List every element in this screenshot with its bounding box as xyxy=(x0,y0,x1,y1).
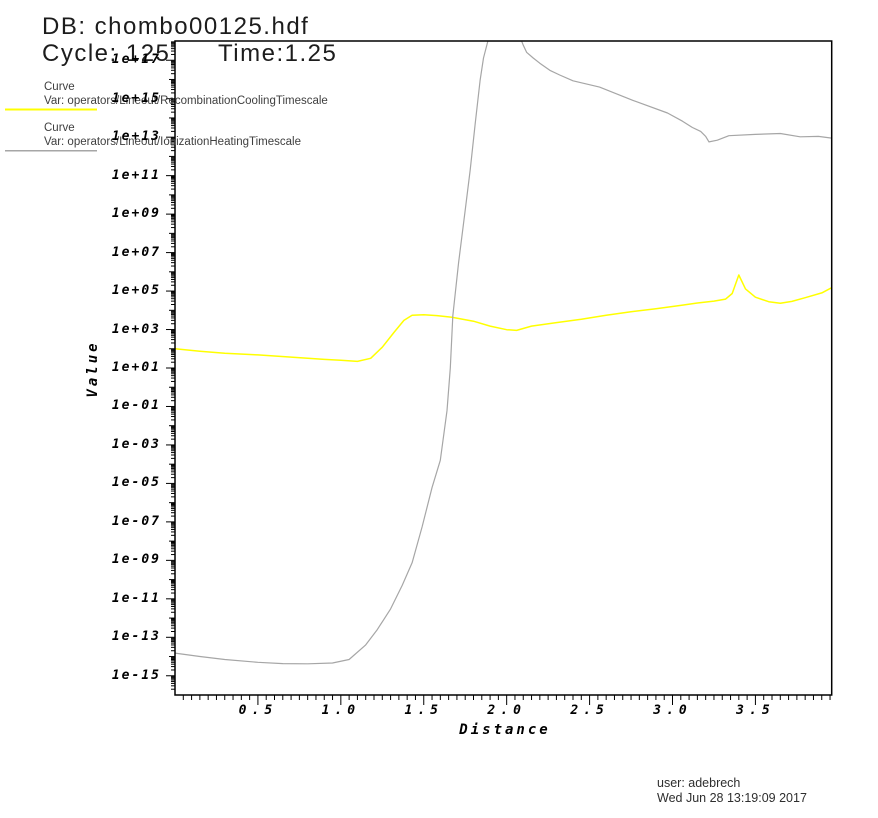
legend-entry-ionization-heating: Curve Var: operators/Lineout/IonizationH… xyxy=(44,122,301,149)
y-tick-label: 1e-07 xyxy=(111,513,161,529)
x-tick-label: 1.0 xyxy=(321,703,361,718)
y-tick-label: 1e+03 xyxy=(111,321,161,337)
y-tick-label: 1e+17 xyxy=(111,52,161,68)
x-tick-label: 2.0 xyxy=(487,703,526,718)
x-axis-title: Distance xyxy=(459,722,551,738)
y-tick-label: 1e-15 xyxy=(111,667,161,683)
y-tick-label: 1e+11 xyxy=(111,167,161,183)
curve-recombination-cooling-timescale xyxy=(175,274,832,363)
y-tick-label: 1e-03 xyxy=(111,436,161,452)
db-title: DB: chombo00125.hdf xyxy=(42,13,310,40)
y-tick-label: 1e-01 xyxy=(111,398,161,414)
y-tick-label: 1e+05 xyxy=(111,283,161,299)
y-tick-label: 1e+13 xyxy=(111,129,161,145)
x-tick-label: 0.5 xyxy=(238,703,278,718)
y-tick-label: 1e-05 xyxy=(111,475,161,491)
y-tick-label: 1e-09 xyxy=(111,552,161,568)
plot-border xyxy=(174,40,833,696)
time-label: Time:1.25 xyxy=(218,40,338,67)
footer: user: adebrech Wed Jun 28 13:19:09 2017 xyxy=(657,776,807,805)
x-tick-label: 1.5 xyxy=(404,703,443,718)
y-tick-label: 1e+09 xyxy=(111,206,161,222)
legend-entry-recombination-cooling: Curve Var: operators/Lineout/Recombinati… xyxy=(44,81,328,108)
x-tick-label: 3.0 xyxy=(653,703,692,718)
legend-entry-type: Curve xyxy=(44,122,75,134)
y-tick-label: 1e+15 xyxy=(111,90,161,106)
x-tick-label: 2.5 xyxy=(570,703,609,718)
y-tick-label: 1e-13 xyxy=(111,629,161,645)
y-tick-label: 1e-11 xyxy=(111,590,161,606)
curve-ionization-heating-timescale xyxy=(175,41,832,665)
y-tick-label: 1e+01 xyxy=(111,360,161,375)
footer-date: Wed Jun 28 13:19:09 2017 xyxy=(657,790,807,805)
x-tick-label: 3.5 xyxy=(736,703,775,718)
legend-entry-var: Var: operators/Lineout/RecombinationCool… xyxy=(44,94,328,107)
footer-user: user: adebrech xyxy=(657,776,741,790)
cycle-label: Cycle: 125 xyxy=(42,40,171,67)
curves xyxy=(175,41,832,665)
y-tick-label: 1e+07 xyxy=(111,244,161,260)
legend-entry-var: Var: operators/Lineout/IonizationHeating… xyxy=(44,135,301,148)
legend-entry-type: Curve xyxy=(44,81,75,93)
